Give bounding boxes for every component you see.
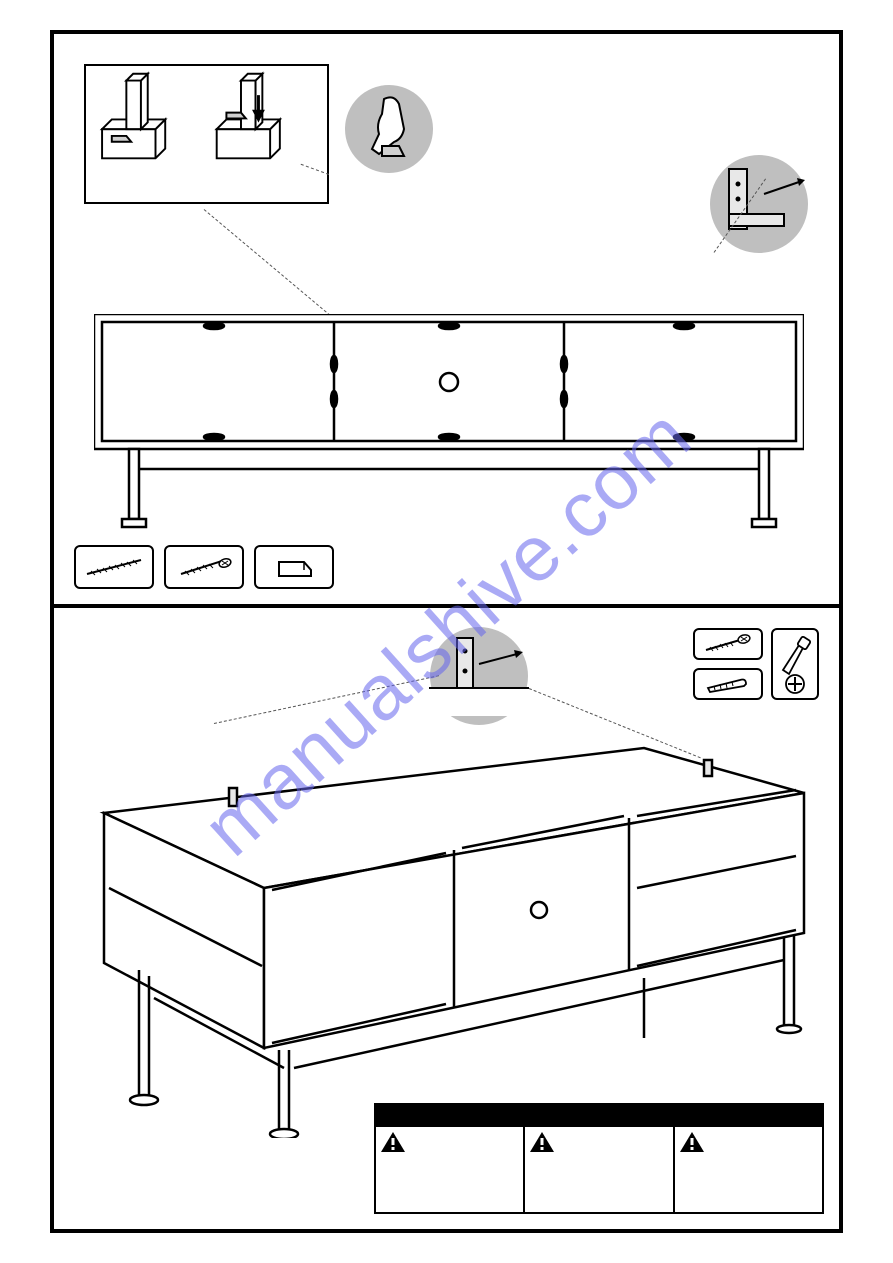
phillips-screwdriver-icon	[775, 632, 815, 696]
tool-cluster	[693, 628, 819, 700]
tool-wood-screw	[693, 628, 763, 660]
wood-screw-icon	[169, 552, 239, 582]
tool-wall-plug	[693, 668, 763, 700]
wall-plug-icon	[698, 672, 758, 696]
threaded-rod-icon	[79, 552, 149, 582]
shelf-peg-icon	[259, 552, 329, 582]
tool-screwdriver	[771, 628, 819, 700]
shelf-peg-diagram	[86, 66, 327, 202]
furniture-perspective-view	[84, 738, 814, 1138]
wall-bracket-detail-icon	[429, 626, 529, 726]
top-panel	[54, 34, 839, 604]
warning-cell-1	[376, 1127, 523, 1212]
inset-instruction-box	[84, 64, 329, 204]
part-wood-screw	[164, 545, 244, 589]
wood-screw-icon	[698, 632, 758, 656]
furniture-front-view	[94, 314, 804, 534]
callout-line	[214, 675, 439, 724]
bottom-panel	[54, 608, 839, 1229]
warning-cell-2	[523, 1127, 672, 1212]
warning-cell-3	[673, 1127, 822, 1212]
warning-table-row	[376, 1127, 822, 1212]
warning-table	[374, 1103, 824, 1214]
warning-table-header	[376, 1105, 822, 1127]
part-shelf-peg	[254, 545, 334, 589]
warning-triangle-icon	[380, 1131, 406, 1153]
warning-triangle-icon	[679, 1131, 705, 1153]
parts-row	[74, 545, 334, 589]
page-frame	[50, 30, 843, 1233]
part-threaded-rod	[74, 545, 154, 589]
warning-triangle-icon	[529, 1131, 555, 1153]
hand-holding-peg-icon	[344, 84, 434, 174]
